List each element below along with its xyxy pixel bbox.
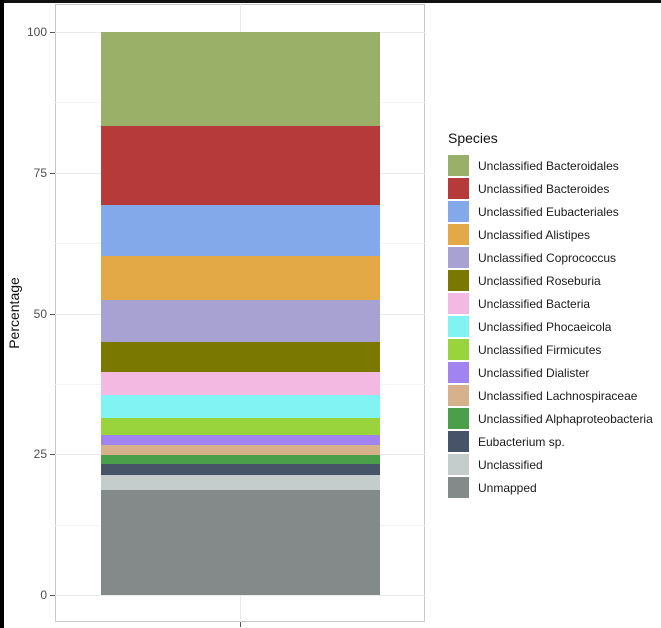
legend-item: Eubacterium sp. [448, 430, 653, 453]
legend-label: Unclassified Bacteria [478, 296, 591, 311]
legend-items: Unclassified Bacteroidales Unclassified B… [448, 154, 653, 499]
legend-item: Unmapped [448, 476, 653, 499]
y-tick [50, 314, 55, 315]
legend-swatch [448, 408, 469, 429]
legend-label: Unmapped [478, 480, 537, 495]
legend-swatch [448, 270, 469, 291]
legend-label: Unclassified Alphaproteobacteria [478, 411, 653, 426]
legend-swatch [448, 339, 469, 360]
legend-item: Unclassified Eubacteriales [448, 200, 653, 223]
bar-segment [101, 394, 380, 419]
bar-segment [101, 204, 380, 257]
legend-label: Unclassified Eubacteriales [478, 204, 619, 219]
legend-swatch [448, 224, 469, 245]
stacked-bar [101, 32, 380, 596]
left-edge [0, 0, 4, 628]
bar-segment [101, 299, 380, 343]
bar-segment [101, 417, 380, 436]
bar-segment [101, 454, 380, 465]
y-tick [50, 173, 55, 174]
legend-item: Unclassified Bacteria [448, 292, 653, 315]
legend-item: Unclassified Alphaproteobacteria [448, 407, 653, 430]
y-tick [50, 454, 55, 455]
y-tick-label: 0 [40, 588, 47, 602]
legend-label: Unclassified Alistipes [478, 227, 591, 242]
legend-swatch [448, 454, 469, 475]
top-edge [0, 0, 661, 3]
legend-item: Unclassified [448, 453, 653, 476]
legend-label: Eubacterium sp. [478, 434, 565, 449]
y-tick [50, 595, 55, 596]
y-axis-title: Percentage [6, 277, 22, 349]
bar-segment [101, 125, 380, 205]
y-tick [50, 32, 55, 33]
legend-item: Unclassified Bacteroidales [448, 154, 653, 177]
y-tick-label: 75 [33, 166, 47, 180]
legend-item: Unclassified Dialister [448, 361, 653, 384]
legend-swatch [448, 362, 469, 383]
legend-label: Unclassified Lachnospiraceae [478, 388, 638, 403]
legend-swatch [448, 201, 469, 222]
legend-label: Unclassified Dialister [478, 365, 590, 380]
legend: Species Unclassified Bacteroidales Unclas… [448, 128, 653, 499]
y-tick-label: 100 [26, 25, 47, 39]
bar-segment [101, 489, 380, 596]
legend-swatch [448, 385, 469, 406]
legend-swatch [448, 316, 469, 337]
legend-swatch [448, 293, 469, 314]
bar-segment [101, 371, 380, 396]
x-tick [240, 622, 241, 627]
bar-segment [101, 463, 380, 475]
legend-swatch [448, 178, 469, 199]
legend-swatch [448, 247, 469, 268]
legend-label: Unclassified Phocaeicola [478, 319, 612, 334]
bar-segment [101, 341, 380, 373]
bar-segment [101, 474, 380, 490]
bar-segment [101, 444, 380, 456]
bar-segment [101, 434, 380, 446]
legend-label: Unclassified Bacteroides [478, 181, 610, 196]
legend-item: Unclassified Lachnospiraceae [448, 384, 653, 407]
legend-label: Unclassified Roseburia [478, 273, 601, 288]
legend-swatch [448, 477, 469, 498]
legend-swatch [448, 431, 469, 452]
y-tick-label: 25 [33, 447, 47, 461]
legend-label: Unclassified Coprococcus [478, 250, 617, 265]
legend-item: Unclassified Firmicutes [448, 338, 653, 361]
legend-item: Unclassified Alistipes [448, 223, 653, 246]
legend-item: Unclassified Roseburia [448, 269, 653, 292]
legend-item: Unclassified Coprococcus [448, 246, 653, 269]
legend-label: Unclassified [478, 457, 543, 472]
legend-swatch [448, 155, 469, 176]
bar-segment [101, 255, 380, 301]
legend-label: Unclassified Bacteroidales [478, 158, 619, 173]
bar-segment [101, 32, 380, 127]
y-tick-label: 50 [33, 307, 47, 321]
legend-title: Species [448, 130, 498, 146]
legend-label: Unclassified Firmicutes [478, 342, 602, 357]
legend-item: Unclassified Bacteroides [448, 177, 653, 200]
legend-item: Unclassified Phocaeicola [448, 315, 653, 338]
